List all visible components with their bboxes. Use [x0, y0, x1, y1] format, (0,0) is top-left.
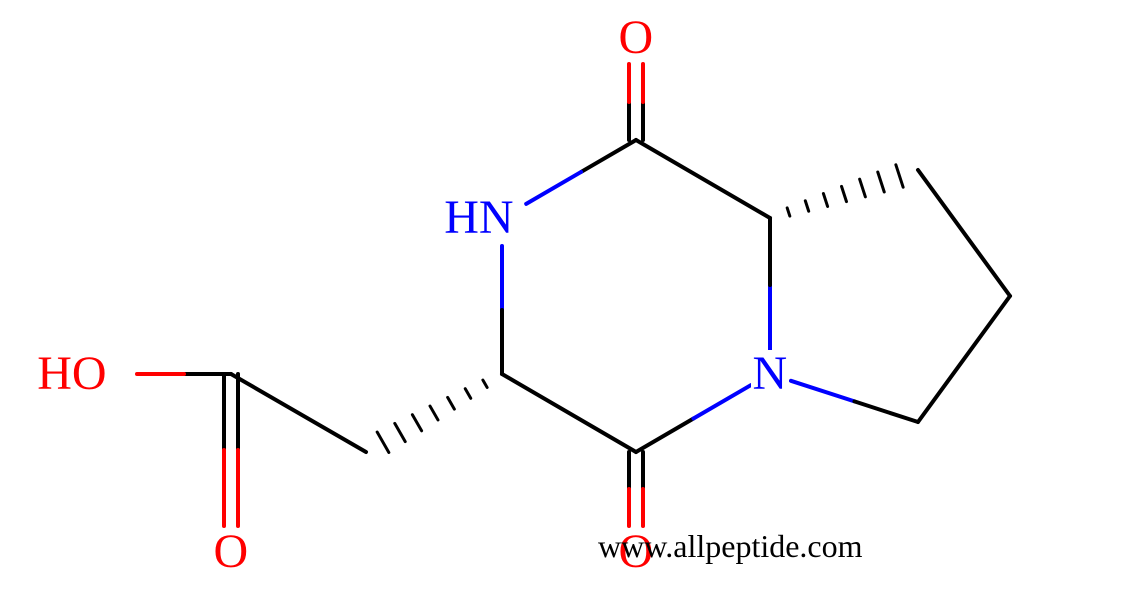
atom-OH-cooh: HO: [35, 350, 108, 398]
watermark-text: www.allpeptide.com: [598, 528, 863, 565]
atom-O-top: O: [617, 14, 656, 62]
atom-N-bridge: N: [751, 350, 790, 398]
atom-NH: HN: [442, 194, 515, 242]
atom-O-cooh-double: O: [212, 528, 251, 576]
molecule-svg: [0, 0, 1122, 592]
